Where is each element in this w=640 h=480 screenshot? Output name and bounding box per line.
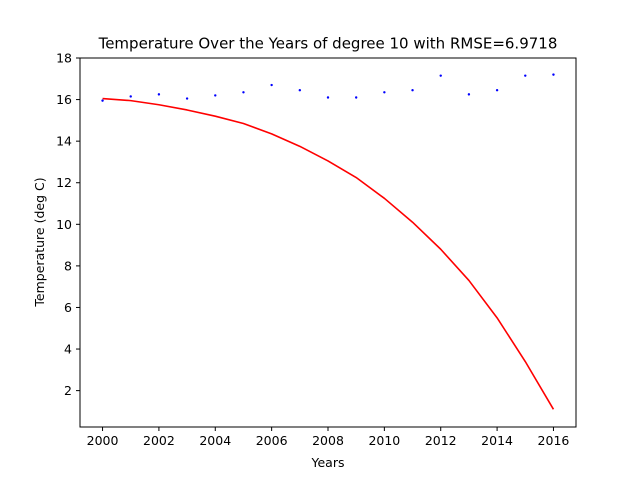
y-tick-label: 8: [64, 258, 72, 273]
x-tick-label: 2004: [199, 433, 231, 448]
data-point: [298, 89, 302, 92]
chart-title: Temperature Over the Years of degree 10 …: [98, 35, 558, 53]
data-point: [185, 97, 189, 100]
axes-frame: [79, 57, 577, 428]
data-point: [467, 93, 471, 96]
data-point: [214, 94, 217, 97]
plot-marks: [101, 73, 555, 410]
y-tick-label: 2: [64, 383, 72, 398]
data-point: [495, 89, 499, 92]
data-point: [383, 91, 386, 94]
data-point: [326, 96, 330, 99]
data-point: [270, 83, 273, 87]
data-point: [101, 99, 104, 102]
y-tick-label: 6: [64, 300, 72, 315]
x-tick-label: 2016: [538, 433, 570, 448]
data-point: [524, 74, 527, 77]
x-tick-label: 2012: [425, 433, 457, 448]
y-tick-label: 10: [56, 217, 72, 232]
x-tick-label: 2010: [368, 433, 400, 448]
y-tick-label: 14: [56, 134, 72, 149]
data-point: [242, 91, 245, 94]
y-tick-label: 4: [64, 342, 72, 357]
y-axis-label: Temperature (deg C): [32, 177, 47, 307]
axis-ticks: 2000 2002 2004 2006 2008 2010 2012 2014 2016 2 4 6 8…: [56, 51, 569, 449]
data-point: [354, 96, 358, 99]
x-tick-label: 2006: [256, 433, 288, 448]
x-tick-label: 2002: [143, 433, 175, 448]
y-tick-label: 12: [56, 175, 72, 190]
y-tick-label: 16: [56, 92, 72, 107]
x-tick-label: 2014: [481, 433, 513, 448]
x-axis-label: Years: [311, 455, 345, 470]
data-point: [552, 73, 555, 76]
x-tick-label: 2008: [312, 433, 344, 448]
data-point: [129, 95, 132, 98]
data-point: [439, 74, 442, 77]
data-point: [157, 93, 161, 96]
y-tick-label: 18: [56, 51, 72, 66]
data-point: [411, 89, 414, 92]
x-tick-label: 2000: [87, 433, 119, 448]
fit-line: [102, 97, 555, 410]
